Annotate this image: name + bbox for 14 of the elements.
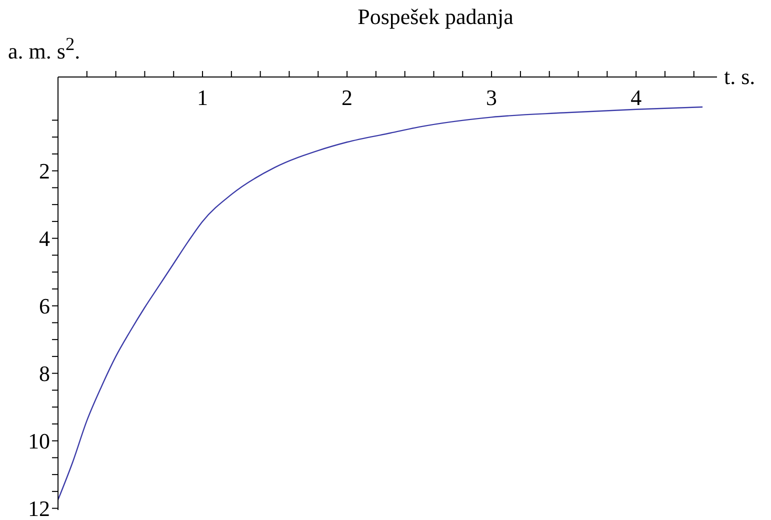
x-tick-label: 2 (342, 85, 353, 110)
x-axis-title: t. s. (724, 64, 756, 90)
y-axis-title: a. m. s$^{2}$. (8, 34, 80, 64)
y-tick-label: 12 (28, 496, 50, 520)
y-tick-label: 2 (39, 158, 50, 184)
x-tick-label: 1 (197, 85, 208, 110)
y-tick-label: 6 (39, 294, 50, 319)
y-tick-label: 8 (39, 361, 50, 386)
y-tick-label: 10 (28, 428, 50, 454)
line-series (58, 106, 704, 500)
x-tick-label: 4 (630, 85, 642, 110)
chart-title: Pospešek padanja (356, 4, 514, 30)
y-tick-label: 4 (39, 226, 50, 252)
x-tick-label: 3 (486, 85, 498, 110)
